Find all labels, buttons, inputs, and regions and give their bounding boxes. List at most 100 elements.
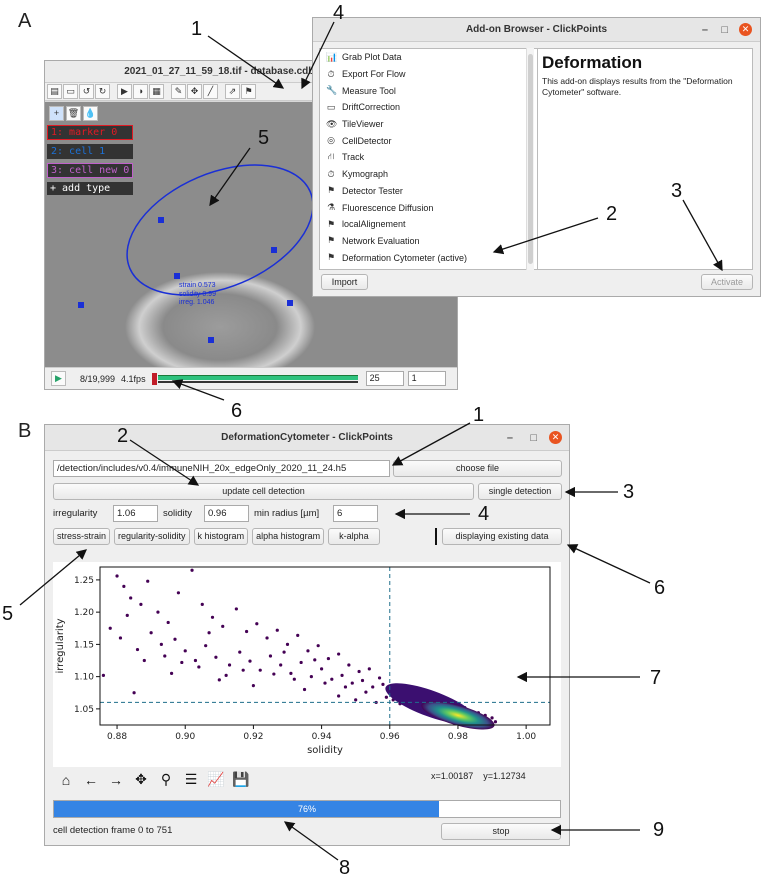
addon-item-label: Kymograph — [342, 169, 389, 180]
pan-icon[interactable]: ✥ — [135, 771, 147, 787]
target-icon[interactable]: ✥ — [187, 84, 202, 99]
data-point — [371, 685, 375, 689]
file-path-field[interactable]: /detection/includes/v0.4/immuneNIH_20x_e… — [53, 460, 390, 477]
maximize-icon[interactable]: □ — [530, 432, 537, 444]
home-icon[interactable]: ⌂ — [61, 771, 71, 788]
solidity-input[interactable]: 0.96 — [204, 505, 249, 522]
displaying-existing-data-button[interactable]: displaying existing data — [442, 528, 562, 545]
play-button[interactable]: ▶ — [51, 371, 66, 386]
edit-axis-icon[interactable]: 📈 — [207, 771, 225, 787]
back-arrow-icon[interactable]: ← — [84, 771, 98, 788]
y-tick-label: 1.25 — [74, 576, 94, 586]
redo-icon[interactable]: ↻ — [95, 84, 110, 99]
plot-toolbar: ⌂ ← → ✥ ⚲ ☰ 📈 💾 — [55, 771, 252, 788]
addon-item[interactable]: ⚗ Fluorescence Diffusion — [320, 199, 540, 216]
marker-type-2[interactable]: 2: cell 1 — [47, 144, 134, 159]
marker-type-list: 1: marker 0 2: cell 1 3: cell new 0 + ad… — [47, 125, 134, 195]
play-icon[interactable]: ▶ — [117, 84, 132, 99]
skip-spinbox[interactable]: 1 — [407, 371, 446, 386]
film-icon[interactable]: ▦ — [149, 84, 164, 99]
tab-alpha-histogram[interactable]: alpha histogram — [252, 528, 325, 545]
brush-icon[interactable]: ╱ — [203, 84, 218, 99]
min-radius-label: min radius [µm] — [254, 508, 320, 519]
zoom-icon[interactable]: ⚲ — [160, 771, 172, 787]
data-point — [251, 684, 256, 688]
export-icon[interactable]: ⇗ — [225, 84, 240, 99]
addon-list: 📊 Grab Plot Data ⏱ Export For Flow 🔧 Measure … — [319, 48, 541, 270]
flag-icon[interactable]: ⚑ — [241, 84, 256, 99]
single-detection-button[interactable]: single detection — [478, 483, 562, 500]
data-point — [210, 615, 215, 619]
data-point — [169, 671, 174, 676]
y-tick-label: 1.15 — [74, 640, 94, 650]
addon-item[interactable]: ⏱ Kymograph — [320, 166, 540, 183]
addon-item[interactable]: ⛙ Track — [320, 149, 540, 166]
choose-file-button[interactable]: choose file — [393, 460, 562, 477]
minimize-icon[interactable]: – — [506, 432, 513, 444]
contrast-icon[interactable]: ◑ — [133, 84, 148, 99]
import-button[interactable]: Import — [321, 274, 368, 290]
addon-item[interactable]: 🔧 Measure Tool — [320, 82, 540, 99]
minimize-icon[interactable]: – — [701, 24, 708, 36]
irregularity-input[interactable]: 1.06 — [113, 505, 158, 522]
addon-item[interactable]: ⚑ Deformation Cytometer (active) — [320, 249, 540, 266]
data-point — [319, 667, 324, 671]
deformation-title-text: DeformationCytometer - ClickPoints — [221, 432, 393, 443]
save-figure-icon[interactable]: 💾 — [232, 771, 250, 787]
callout-a-1: 1 — [191, 18, 203, 40]
close-icon[interactable]: ✕ — [549, 431, 562, 444]
addon-item[interactable]: ⚑ Network Evaluation — [320, 233, 540, 250]
addon-item[interactable]: 👁 TileViewer — [320, 116, 540, 133]
y-tick-label: 1.10 — [74, 673, 94, 683]
addon-item-label: CellDetector — [342, 135, 392, 146]
data-point — [289, 671, 293, 676]
fps-spinbox[interactable]: 25 — [365, 371, 404, 386]
forward-arrow-icon[interactable]: → — [109, 771, 123, 788]
tab-stress-strain[interactable]: stress-strain — [53, 528, 111, 545]
timeline-handle[interactable] — [151, 372, 157, 385]
addon-item[interactable]: ⏱ Export For Flow — [320, 66, 540, 83]
delete-marker-icon[interactable]: 🗑 — [66, 106, 81, 121]
marker-type-3[interactable]: 3: cell new 0 — [47, 163, 134, 178]
data-point — [343, 685, 348, 689]
addon-item[interactable]: ⚑ Detector Tester — [320, 183, 540, 200]
color-drop-icon[interactable]: 💧 — [83, 106, 98, 121]
plot-area[interactable]: 0.88 0.90 0.92 0.94 0.96 0.98 1.00 1.05 1.10 1.15… — [53, 562, 561, 767]
add-marker-icon[interactable]: + — [49, 106, 64, 121]
configure-subplots-icon[interactable]: ☰ — [184, 771, 198, 787]
data-point — [302, 687, 307, 692]
update-cell-detection-button[interactable]: update cell detection — [53, 483, 474, 500]
data-point — [207, 631, 211, 635]
data-point — [306, 649, 310, 653]
edit-icon[interactable]: ✎ — [171, 84, 186, 99]
timeline-slider[interactable] — [151, 372, 358, 385]
tab-k-histogram[interactable]: k histogram — [193, 528, 249, 545]
data-point — [323, 681, 327, 685]
data-point — [108, 626, 112, 630]
add-type-button[interactable]: + add type — [47, 182, 134, 195]
open-icon[interactable]: ▭ — [63, 84, 78, 99]
activate-button[interactable]: Activate — [701, 274, 753, 290]
addon-item[interactable]: ▭ DriftCorrection — [320, 99, 540, 116]
undo-icon[interactable]: ↺ — [79, 84, 94, 99]
data-point — [255, 622, 259, 626]
addon-list-scrollbar[interactable] — [526, 48, 534, 270]
flag-icon: ⚑ — [326, 185, 336, 196]
tab-k-alpha[interactable]: k-alpha — [328, 528, 380, 545]
data-point — [176, 591, 181, 595]
data-point — [275, 628, 279, 632]
x-tick-label: 0.88 — [107, 732, 127, 742]
tab-regularity-solidity[interactable]: regularity-solidity — [114, 528, 190, 545]
addon-item[interactable]: 📊 Grab Plot Data — [320, 49, 540, 66]
maximize-icon[interactable]: □ — [721, 24, 728, 36]
close-icon[interactable]: ✕ — [739, 23, 752, 36]
min-radius-input[interactable]: 6 — [333, 505, 378, 522]
marker-type-1[interactable]: 1: marker 0 — [47, 125, 134, 140]
stop-button[interactable]: stop — [441, 823, 561, 840]
save-icon[interactable]: ▤ — [47, 84, 62, 99]
cursor-y: y=1.12734 — [483, 771, 526, 781]
data-point — [350, 681, 354, 685]
addon-item[interactable]: ◎ CellDetector — [320, 132, 540, 149]
callout-b-8: 8 — [339, 857, 351, 879]
addon-item[interactable]: ⚑ localAlignement — [320, 216, 540, 233]
